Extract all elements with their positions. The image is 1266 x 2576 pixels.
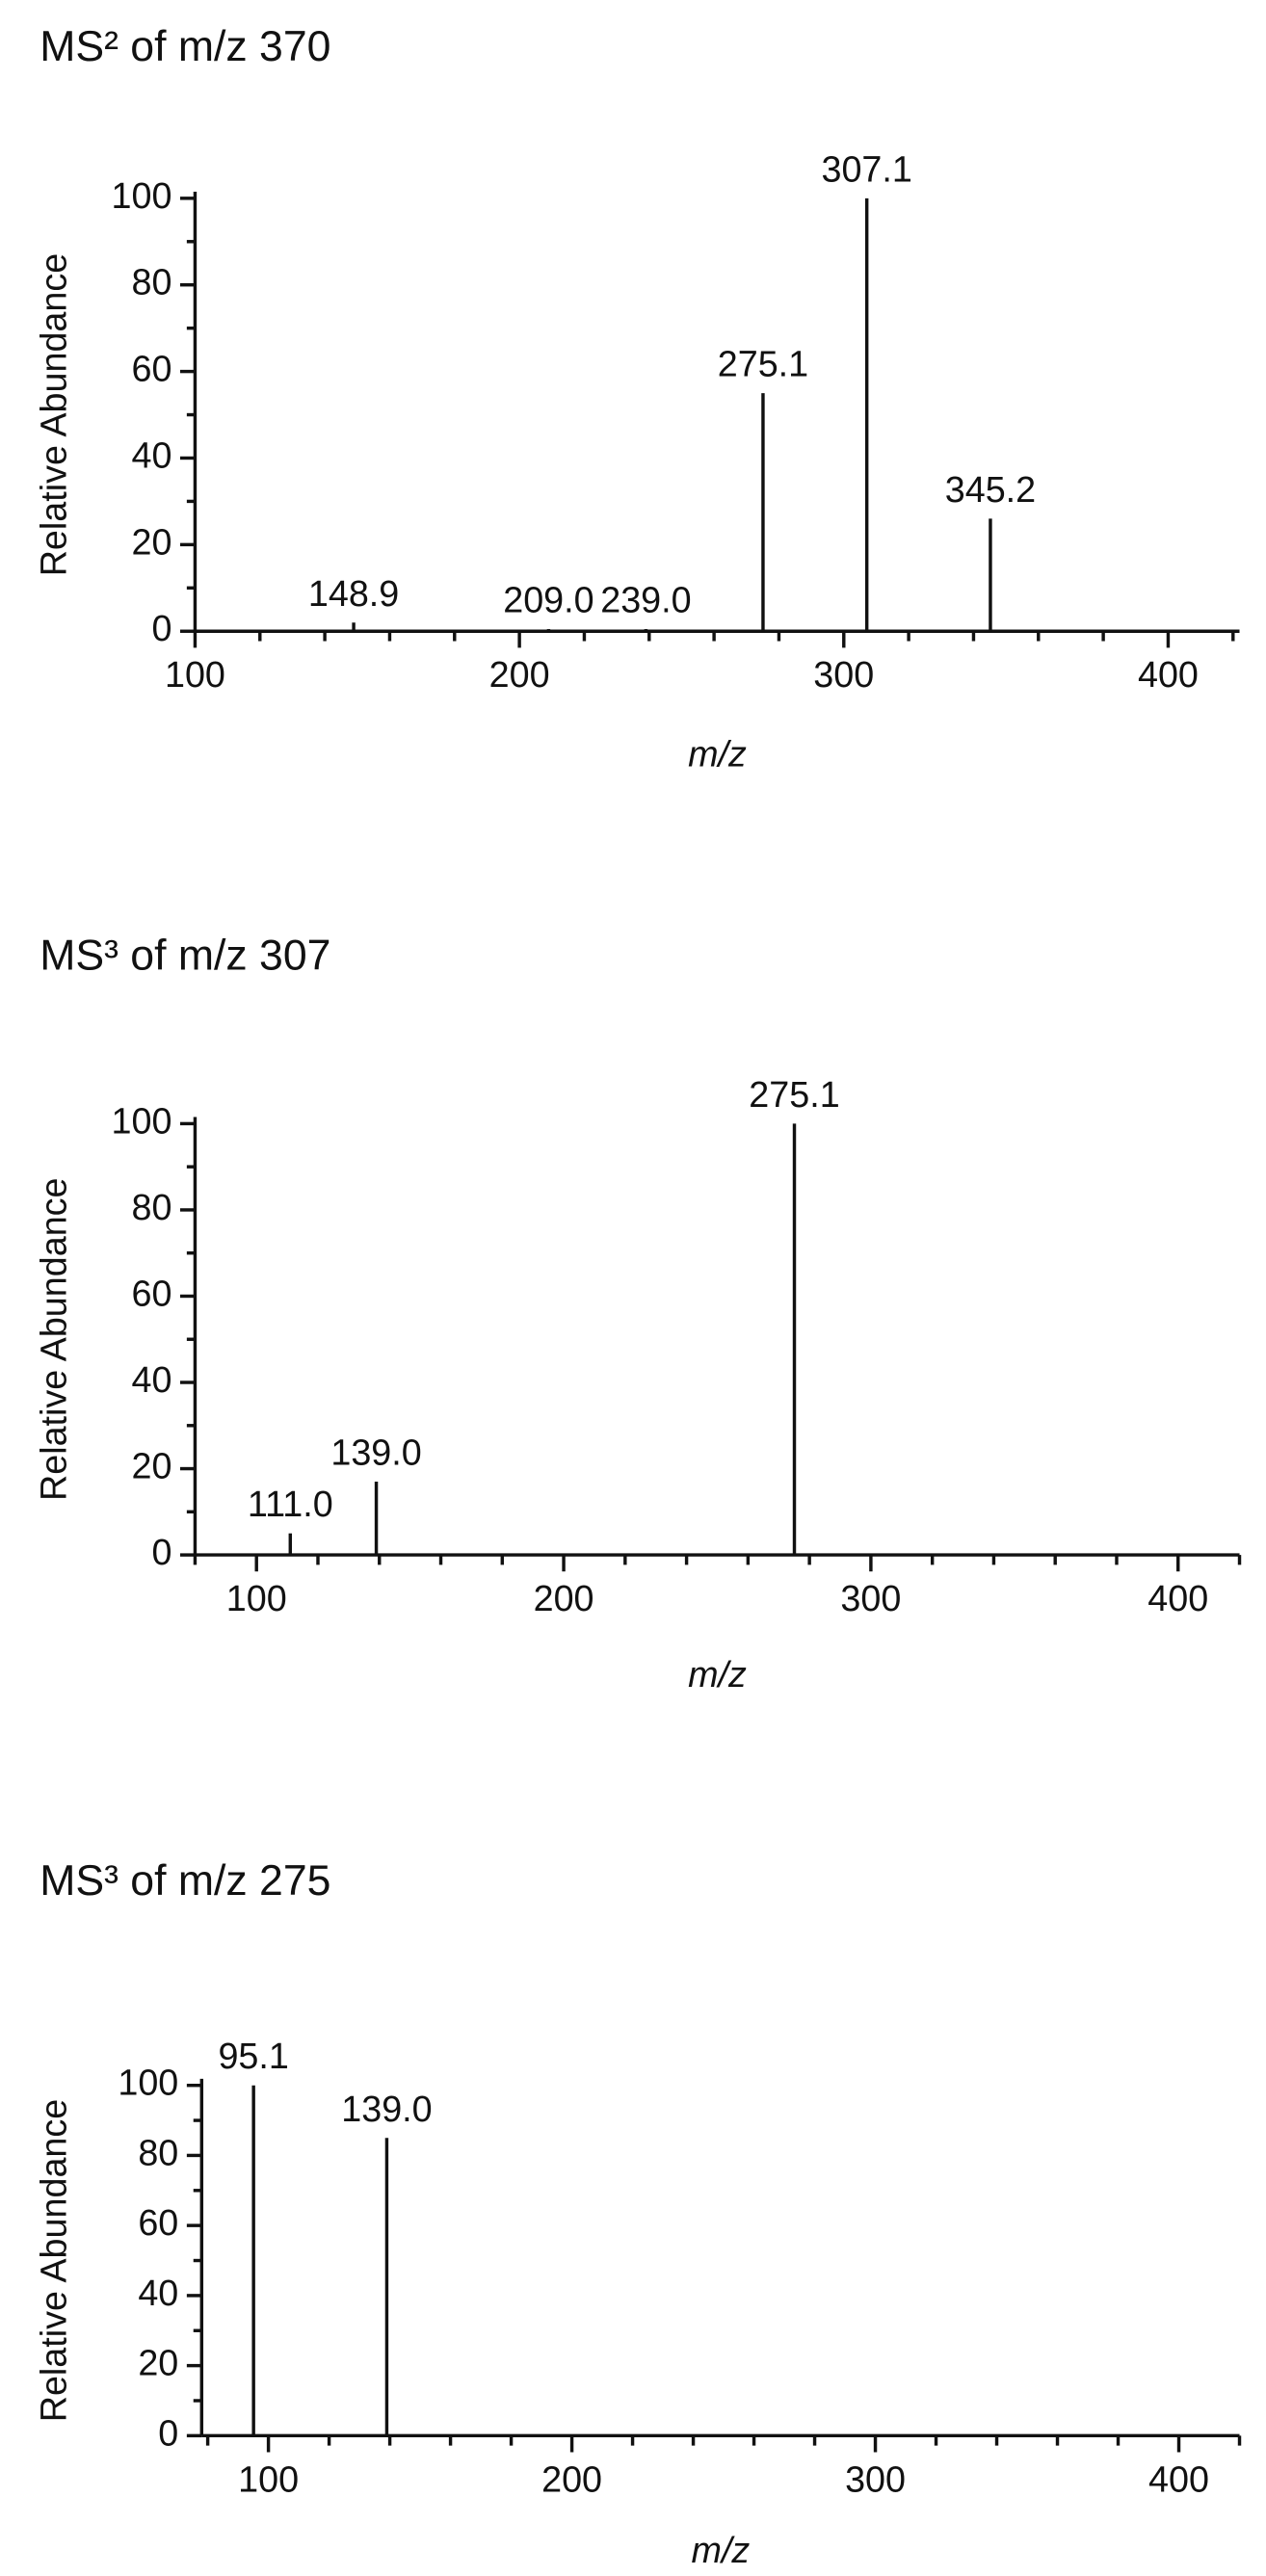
x-tick-label: 300 (845, 2458, 906, 2499)
y-tick-label: 0 (151, 1532, 171, 1572)
y-tick-label: 60 (131, 349, 171, 389)
chart-title: MS² of m/z 370 (40, 23, 330, 70)
peak-label: 307.1 (821, 148, 911, 189)
peak-label: 148.9 (308, 573, 399, 614)
x-axis-label: m/z (688, 734, 747, 775)
y-tick-label: 20 (131, 1446, 171, 1486)
x-tick-label: 200 (489, 654, 550, 695)
x-axis-label: m/z (688, 1654, 747, 1695)
y-tick-label: 0 (158, 2412, 178, 2453)
y-tick-label: 0 (151, 608, 171, 648)
x-tick-label: 100 (238, 2458, 299, 2499)
chart-title: MS³ of m/z 275 (40, 1857, 330, 1905)
peak-label: 275.1 (749, 1074, 839, 1115)
x-tick-label: 400 (1138, 654, 1199, 695)
peak-label: 275.1 (718, 344, 808, 384)
x-tick-label: 400 (1147, 1578, 1208, 1618)
y-tick-label: 80 (138, 2132, 178, 2172)
x-axis-label: m/z (692, 2530, 751, 2570)
y-tick-label: 100 (118, 2063, 178, 2103)
y-tick-label: 40 (131, 1359, 171, 1400)
peak-label: 345.2 (945, 469, 1036, 510)
x-tick-label: 100 (165, 654, 225, 695)
x-tick-label: 200 (541, 2458, 602, 2499)
y-axis-label: Relative Abundance (33, 1177, 73, 1501)
x-tick-label: 300 (813, 654, 874, 695)
peak-label: 111.0 (248, 1484, 333, 1524)
y-tick-label: 20 (131, 521, 171, 562)
x-tick-label: 100 (226, 1578, 287, 1618)
peak-label: 95.1 (218, 2036, 288, 2076)
peak-label: 209.0 (503, 580, 593, 620)
y-tick-label: 80 (131, 1187, 171, 1227)
y-tick-label: 80 (131, 262, 171, 302)
y-axis-label: Relative Abundance (33, 2099, 73, 2423)
y-tick-label: 40 (138, 2273, 178, 2313)
y-tick-label: 40 (131, 434, 171, 475)
x-tick-label: 300 (840, 1578, 901, 1618)
peak-label: 139.0 (330, 1433, 421, 1473)
x-tick-label: 400 (1148, 2458, 1209, 2499)
y-tick-label: 100 (111, 1100, 171, 1141)
peak-label: 139.0 (341, 2089, 432, 2129)
y-tick-label: 60 (131, 1273, 171, 1313)
y-tick-label: 60 (138, 2202, 178, 2243)
y-tick-label: 20 (138, 2343, 178, 2383)
y-axis-label: Relative Abundance (33, 253, 73, 577)
x-tick-label: 200 (534, 1578, 594, 1618)
y-tick-label: 100 (111, 175, 171, 216)
chart-title: MS³ of m/z 307 (40, 933, 330, 980)
peak-label: 239.0 (600, 580, 691, 620)
